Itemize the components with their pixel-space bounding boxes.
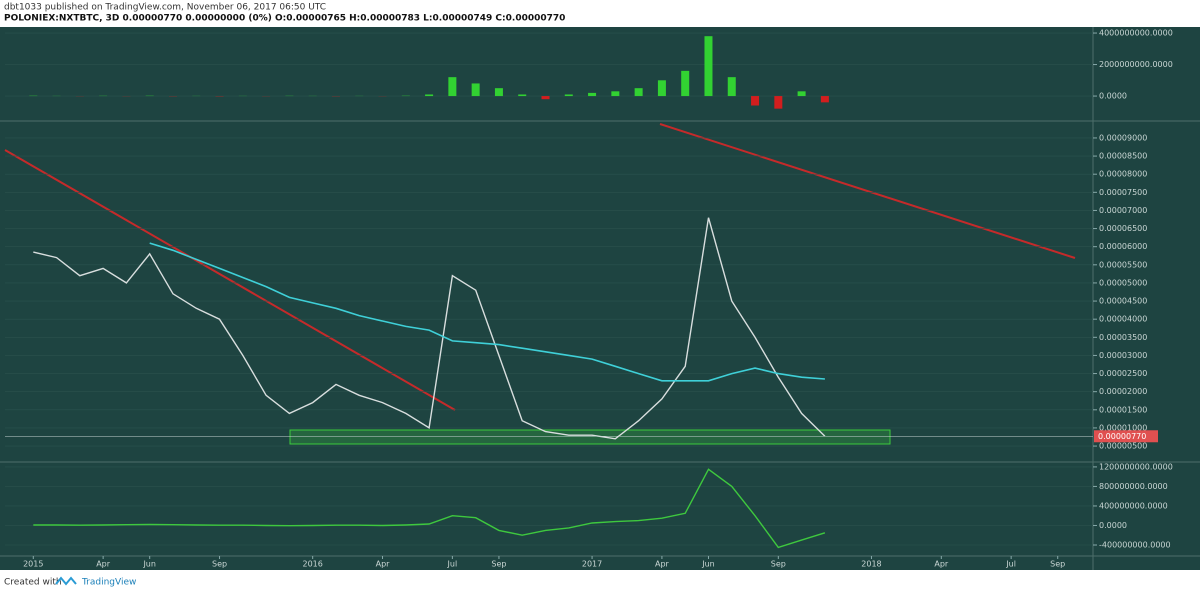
x-tick-label: Sep bbox=[212, 560, 227, 569]
plot: 4000000000.0000 2000000000.0000 0.0000 0.00… bbox=[5, 29, 1173, 569]
y-tick-label: 0.00009000 bbox=[1099, 133, 1147, 142]
x-tick-label: Jun bbox=[142, 560, 156, 569]
y-tick-label: 0.00003500 bbox=[1099, 333, 1147, 342]
x-tick-label: Jun bbox=[701, 560, 715, 569]
x-tick-label: Apr bbox=[934, 560, 949, 569]
series-line bbox=[33, 468, 826, 549]
y-tick-label: 0.00002000 bbox=[1099, 387, 1147, 396]
brand-logo bbox=[55, 576, 77, 586]
bar bbox=[541, 96, 550, 100]
y-tick-label: 0.0000 bbox=[1099, 92, 1127, 101]
y-tick-label: 0.00001500 bbox=[1099, 405, 1147, 414]
bar bbox=[774, 96, 783, 109]
y-tick-label: 0.00004000 bbox=[1099, 315, 1147, 324]
y-tick-label: 1200000000.0000 bbox=[1099, 462, 1173, 471]
y-tick-label: 0.00005000 bbox=[1099, 278, 1147, 287]
x-tick-label: Jul bbox=[447, 560, 458, 569]
support-zone bbox=[289, 429, 891, 445]
x-tick-label: Jul bbox=[1005, 560, 1016, 569]
x-tick-label: Apr bbox=[376, 560, 391, 569]
bar bbox=[681, 70, 690, 97]
y-tick-label: 0.00004500 bbox=[1099, 297, 1147, 306]
y-tick-label: 400000000.0000 bbox=[1099, 501, 1168, 510]
x-tick-label: Sep bbox=[1050, 560, 1065, 569]
y-tick-label: 0.00006000 bbox=[1099, 242, 1147, 251]
y-tick-label: 2000000000.0000 bbox=[1099, 60, 1173, 69]
y-tick-label: 0.00005500 bbox=[1099, 260, 1147, 269]
y-tick-label: 0.00008500 bbox=[1099, 152, 1147, 161]
bar bbox=[494, 88, 503, 97]
y-tick-label: 0.00000500 bbox=[1099, 442, 1147, 451]
y-tick-label: -400000000.0000 bbox=[1099, 540, 1171, 549]
x-tick-label: 2016 bbox=[302, 560, 322, 569]
publisher: dbt1033 published on TradingView.com, No… bbox=[4, 3, 326, 13]
bar bbox=[797, 91, 806, 97]
y-tick-label: 0.00007000 bbox=[1099, 206, 1147, 215]
y-tick-label: 0.00002500 bbox=[1099, 369, 1147, 378]
trendline bbox=[659, 123, 1076, 259]
bar bbox=[820, 96, 829, 103]
x-tick-label: 2015 bbox=[23, 560, 43, 569]
bar bbox=[611, 91, 620, 97]
y-tick-label: 0.0000 bbox=[1099, 521, 1127, 530]
bar bbox=[448, 77, 457, 97]
x-tick-label: 2018 bbox=[861, 560, 881, 569]
y-tick-label: 0.00001000 bbox=[1099, 423, 1147, 432]
series-line bbox=[149, 242, 825, 382]
x-tick-label: Apr bbox=[96, 560, 111, 569]
x-tick-label: Sep bbox=[771, 560, 786, 569]
x-tick-label: 2017 bbox=[582, 560, 602, 569]
trendline bbox=[4, 149, 456, 411]
series-line bbox=[33, 217, 826, 440]
bar bbox=[657, 80, 666, 97]
x-tick-label: Sep bbox=[491, 560, 506, 569]
bar bbox=[727, 77, 736, 97]
y-tick-label: 0.00007500 bbox=[1099, 188, 1147, 197]
bar bbox=[751, 96, 760, 106]
y-tick-label: 4000000000.0000 bbox=[1099, 29, 1173, 38]
y-tick-label: 0.00006500 bbox=[1099, 224, 1147, 233]
x-tick-label: Apr bbox=[655, 560, 670, 569]
bar bbox=[588, 92, 597, 97]
y-tick-label: 0.00008000 bbox=[1099, 170, 1147, 179]
created-with: Created with bbox=[4, 578, 62, 588]
last-price-box bbox=[1094, 430, 1158, 443]
symbol-line: POLONIEX:NXTBTC, 3D 0.00000770 0.0000000… bbox=[4, 14, 565, 24]
bar bbox=[425, 94, 434, 97]
last-price-label: 0.00000770 bbox=[1098, 432, 1146, 441]
y-tick-label: 0.00003000 bbox=[1099, 351, 1147, 360]
chart-area bbox=[0, 27, 1200, 570]
bar bbox=[704, 36, 713, 97]
bar bbox=[564, 94, 573, 97]
bar bbox=[518, 94, 527, 97]
bar bbox=[634, 88, 643, 97]
bar bbox=[471, 83, 480, 97]
y-tick-label: 800000000.0000 bbox=[1099, 482, 1168, 491]
brand: TradingView bbox=[81, 578, 136, 588]
